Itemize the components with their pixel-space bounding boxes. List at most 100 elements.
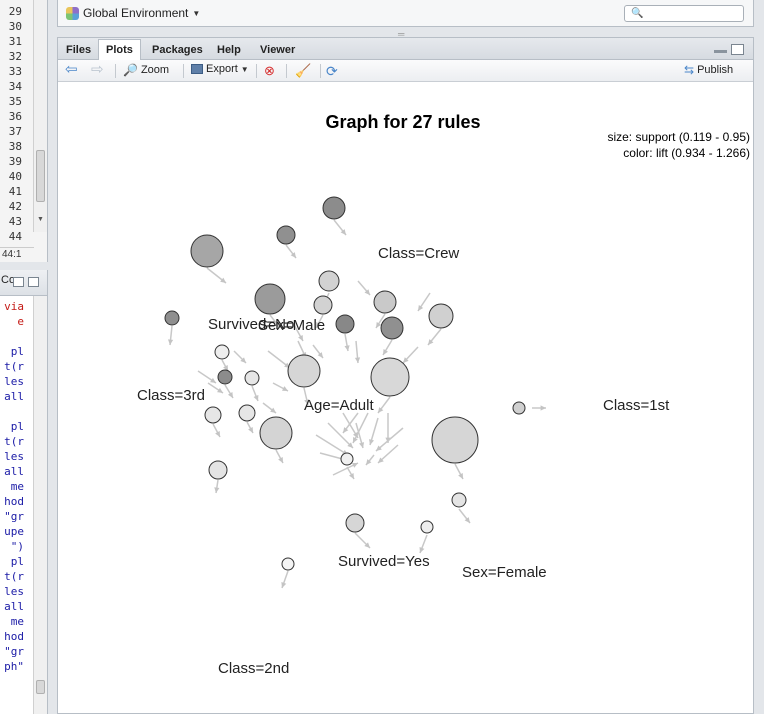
rule-node	[281, 557, 295, 571]
edge-arrowhead	[298, 335, 303, 341]
forward-arrow-icon[interactable]: ⇨	[91, 61, 104, 78]
line-number: 38	[8, 140, 22, 153]
edge-arrowhead	[281, 582, 287, 588]
edge-arrowhead	[419, 547, 425, 553]
console-line: me	[10, 480, 24, 493]
rule-node	[259, 416, 293, 450]
rule-node	[380, 316, 404, 340]
tab-viewer[interactable]: Viewer	[260, 44, 296, 56]
edge-arrowhead	[378, 407, 384, 413]
rule-edge	[315, 434, 349, 456]
item-label: Sex=Male	[258, 317, 325, 334]
tab-help[interactable]: Help	[217, 44, 241, 56]
edge-arrowhead	[359, 442, 365, 448]
tab-console[interactable]: Co	[1, 274, 16, 286]
minimize-pane-icon[interactable]	[714, 50, 727, 53]
back-arrow-icon[interactable]: ⇦	[65, 61, 78, 78]
plots-toolbar: ⇦ ⇨ 🔎 Zoom Export ▼ ⊗ 🧹 ⟳ ⇆ Publish	[58, 60, 753, 82]
console-header: Co	[0, 270, 47, 296]
rule-node	[373, 290, 397, 314]
maximize-pane-icon[interactable]	[731, 44, 744, 55]
zoom-button[interactable]: 🔎 Zoom	[123, 63, 170, 77]
rule-node	[190, 234, 224, 268]
console-line: upe	[4, 525, 24, 538]
line-number: 31	[8, 35, 22, 48]
console-line: hod	[4, 495, 24, 508]
console-line: pl	[10, 555, 24, 568]
console-line: all	[4, 465, 24, 478]
remove-plot-icon[interactable]: ⊗	[264, 63, 275, 78]
rules-graph: Graph for 27 rules size: support (0.119 …	[137, 112, 750, 677]
chart-title: Graph for 27 rules	[325, 112, 480, 132]
edge-arrowhead	[278, 457, 283, 463]
console-code: via e pl t(r les all pl t(r les all me hod "gr upe ") p…	[0, 299, 34, 674]
zoom-icon: 🔎	[123, 63, 138, 77]
edge-arrowhead	[167, 339, 174, 345]
line-number: 41	[8, 185, 22, 198]
item-label: Class=3rd	[137, 387, 205, 404]
edge-arrowhead	[344, 345, 350, 351]
edge-arrowhead	[343, 427, 349, 433]
editor-scrollbar[interactable]: ▼	[33, 0, 47, 232]
rule-node	[254, 283, 286, 315]
environment-selector[interactable]: Global Environment ▼	[66, 6, 200, 20]
edge-arrowhead	[458, 473, 463, 479]
edge-arrowhead	[364, 542, 370, 548]
rule-edge	[375, 427, 404, 452]
edge-arrowhead	[227, 392, 233, 398]
edge-arrowhead	[316, 322, 321, 328]
item-label: Class=1st	[603, 397, 670, 414]
publish-icon: ⇆	[684, 63, 695, 77]
rule-node	[431, 416, 479, 464]
search-icon: 🔍	[631, 8, 644, 19]
plots-pane: Files Plots Packages Help Viewer ⇦ ⇨ 🔎 Z…	[57, 37, 754, 714]
publish-button[interactable]: ⇆ Publish	[684, 63, 734, 77]
console-scroll-thumb[interactable]	[36, 680, 45, 694]
pane-splitter[interactable]: ═	[398, 29, 406, 39]
refresh-icon[interactable]: ⟳	[326, 63, 338, 79]
graph-edges	[167, 219, 546, 589]
editor-scroll-thumb[interactable]	[36, 150, 45, 202]
rule-edge	[352, 412, 369, 444]
clear-all-broom-icon[interactable]: 🧹	[295, 63, 312, 78]
plot-canvas: Graph for 27 rules size: support (0.119 …	[58, 83, 753, 713]
item-label: Survived=No	[208, 316, 294, 333]
line-number: 36	[8, 110, 22, 123]
export-icon	[191, 64, 203, 74]
rule-node	[322, 196, 346, 220]
scroll-down-icon[interactable]: ▼	[37, 216, 44, 223]
line-numbers: 29 30 31 32 33 34 35 36 37 38 39 40 41 42 43 44	[0, 4, 30, 244]
environment-search-input[interactable]: 🔍	[624, 5, 744, 22]
rule-node	[204, 406, 222, 424]
edge-arrowhead	[349, 473, 354, 479]
console-line: pl	[10, 345, 24, 358]
rule-node	[287, 354, 321, 388]
maximize-icon[interactable]	[28, 277, 39, 287]
environment-label: Global Environment	[83, 6, 189, 20]
edge-arrowhead	[248, 427, 253, 433]
rule-node	[164, 310, 180, 326]
console-line: pl	[10, 420, 24, 433]
edge-arrowhead	[220, 277, 226, 283]
console-line: "gr	[4, 645, 24, 658]
line-number: 34	[8, 80, 22, 93]
console-line: t(r	[4, 360, 24, 373]
minimize-icon[interactable]	[13, 277, 24, 287]
console-scrollbar[interactable]	[33, 296, 47, 714]
tab-packages[interactable]: Packages	[152, 44, 203, 56]
edge-arrowhead	[210, 377, 216, 383]
edge-arrowhead	[340, 229, 346, 235]
rule-node	[340, 452, 354, 466]
rule-node	[428, 303, 454, 329]
edge-arrowhead	[378, 457, 384, 463]
legend-size: size: support (0.119 - 0.95)	[607, 130, 750, 144]
console-line	[0, 404, 34, 419]
edge-arrowhead	[354, 357, 361, 363]
console-line: hod	[4, 630, 24, 643]
tab-plots[interactable]: Plots	[98, 39, 141, 61]
item-label: Survived=Yes	[338, 553, 430, 570]
export-button[interactable]: Export ▼	[191, 63, 249, 75]
tab-files[interactable]: Files	[66, 44, 92, 56]
console-line: me	[10, 615, 24, 628]
